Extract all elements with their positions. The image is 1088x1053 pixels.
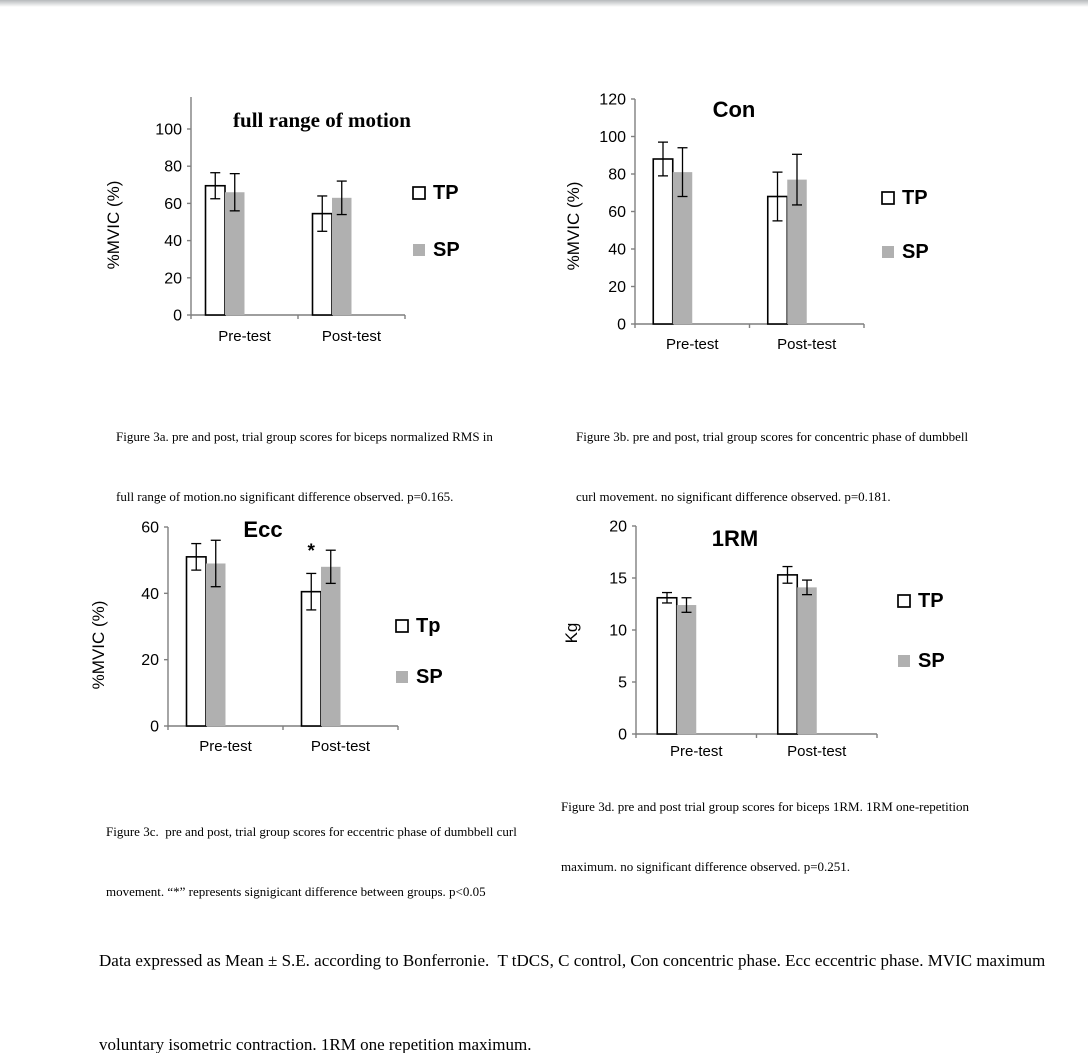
legend-label-tp: TP — [918, 590, 944, 612]
y-tick-label: 120 — [599, 92, 626, 109]
caption-fig3c-line1: Figure 3c. pre and post, trial group sco… — [106, 824, 517, 839]
x-category-label: Pre-test — [670, 743, 723, 760]
caption-fig3a: Figure 3a. pre and post, trial group sco… — [103, 392, 493, 542]
x-category-label: Post-test — [311, 738, 371, 755]
bar-sp-pre-test — [225, 192, 245, 315]
x-category-label: Post-test — [787, 743, 847, 760]
chart-ecc: 0 20 40 60 Pre-test Post-test Ecc %MVIC (%) Tp SP… — [80, 505, 510, 792]
chart-svg: 0 20 40 60 80 100 120 Pre-test Post-test Con %MVIC… — [564, 92, 929, 354]
y-tick-label: 40 — [164, 233, 182, 250]
legend-marker-tp — [395, 619, 409, 633]
y-tick-label: 60 — [164, 196, 182, 213]
bar-tp-pre-test — [652, 158, 674, 325]
legend-marker-sp — [396, 671, 408, 683]
x-category-label: Pre-test — [199, 738, 252, 755]
x-category-label: Pre-test — [666, 336, 719, 353]
legend-marker-tp — [897, 594, 911, 608]
legend-marker-tp — [412, 186, 426, 200]
significance-star: * — [308, 541, 316, 562]
y-axis-title: %MVIC (%) — [564, 182, 583, 271]
legend-marker-tp — [881, 191, 895, 205]
caption-fig3a-line2: full range of motion.no significant diff… — [116, 489, 454, 504]
y-tick-label: 40 — [608, 242, 626, 259]
y-tick-label: 40 — [141, 586, 159, 603]
chart-svg: 0 5 10 15 20 Pre-test Post-test 1RM Kg TP SP — [562, 519, 945, 761]
bar-sp-pre-test — [206, 563, 226, 726]
y-tick-label: 80 — [164, 159, 182, 176]
chart-title: 1RM — [712, 526, 758, 551]
legend-marker-sp — [413, 244, 425, 256]
caption-fig3a-line1: Figure 3a. pre and post, trial group sco… — [116, 429, 493, 444]
figure-note-line2: voluntary isometric contraction. 1RM one… — [99, 1035, 532, 1053]
y-tick-label: 20 — [609, 519, 627, 536]
y-tick-label: 10 — [609, 623, 627, 640]
y-tick-label: 100 — [155, 122, 182, 139]
caption-fig3b-line1: Figure 3b. pre and post, trial group sco… — [576, 429, 969, 444]
bar-tp-post-test — [300, 590, 322, 727]
caption-fig3c-line2: movement. “*” represents signigicant dif… — [106, 884, 486, 899]
y-tick-label: 0 — [173, 308, 182, 325]
y-tick-label: 20 — [141, 652, 159, 669]
legend-label-sp: SP — [902, 241, 929, 263]
y-axis-title: %MVIC (%) — [89, 601, 108, 690]
y-tick-label: 60 — [141, 520, 159, 537]
legend-label-sp: SP — [918, 650, 945, 672]
y-tick-label: 80 — [608, 167, 626, 184]
y-tick-label: 20 — [164, 270, 182, 287]
chart-full-range-of-motion: 0 20 40 60 80 100 Pre-test Post-test full range … — [95, 85, 510, 365]
caption-fig3c: Figure 3c. pre and post, trial group sco… — [93, 787, 517, 937]
bar-sp-post-test — [797, 587, 817, 734]
legend-label-tp: TP — [433, 182, 459, 204]
y-tick-label: 20 — [608, 279, 626, 296]
caption-fig3b-line2: curl movement. no significant difference… — [576, 489, 891, 504]
caption-fig3d-line2: maximum. no significant difference obser… — [561, 859, 851, 874]
y-tick-label: 15 — [609, 571, 627, 588]
bar-tp-pre-test — [656, 596, 678, 735]
chart-title: Con — [713, 97, 756, 122]
bar-sp-pre-test — [676, 605, 697, 734]
chart-title: full range of motion — [233, 108, 411, 132]
chart-svg: 0 20 40 60 80 100 Pre-test Post-test full range … — [104, 97, 460, 345]
legend-label-tp: Tp — [416, 615, 440, 637]
bar-tp-pre-test — [185, 556, 207, 727]
y-axis-title: Kg — [562, 623, 581, 644]
x-category-label: Post-test — [777, 336, 837, 353]
caption-fig3d-line1: Figure 3d. pre and post trial group scor… — [561, 799, 969, 814]
figure-note: Data expressed as Mean ± S.E. according … — [82, 898, 1045, 1053]
figure-note-line1: Data expressed as Mean ± S.E. according … — [99, 951, 1046, 970]
y-tick-label: 0 — [150, 719, 159, 736]
legend-label-tp: TP — [902, 187, 928, 209]
legend-marker-sp — [898, 655, 910, 667]
chart-con: 0 20 40 60 80 100 120 Pre-test Post-test Con %MVIC… — [560, 85, 985, 372]
bar-sp-post-test — [332, 197, 352, 315]
y-axis-title: %MVIC (%) — [104, 181, 123, 270]
caption-fig3d: Figure 3d. pre and post trial group scor… — [548, 762, 969, 912]
bar-tp-pre-test — [204, 184, 226, 316]
y-tick-label: 5 — [618, 675, 627, 692]
bar-tp-post-test — [776, 574, 799, 735]
chart-svg: 0 20 40 60 Pre-test Post-test Ecc %MVIC (%) Tp SP… — [89, 517, 443, 755]
caption-fig3b: Figure 3b. pre and post, trial group sco… — [563, 392, 968, 542]
legend-label-sp: SP — [416, 666, 443, 688]
y-tick-label: 0 — [617, 317, 626, 334]
bar-sp-pre-test — [672, 172, 693, 324]
chart-1rm: 0 5 10 15 20 Pre-test Post-test 1RM Kg TP SP — [540, 480, 988, 785]
legend-marker-sp — [882, 246, 894, 258]
bar-sp-post-test — [321, 566, 341, 726]
x-category-label: Post-test — [322, 328, 382, 345]
x-category-label: Pre-test — [218, 328, 271, 345]
y-tick-label: 0 — [618, 727, 627, 744]
chart-title: Ecc — [243, 517, 282, 542]
y-tick-label: 60 — [608, 204, 626, 221]
y-tick-label: 100 — [599, 129, 626, 146]
bar-sp-post-test — [787, 179, 807, 324]
legend-label-sp: SP — [433, 239, 460, 261]
page-top-shadow — [0, 0, 1088, 7]
